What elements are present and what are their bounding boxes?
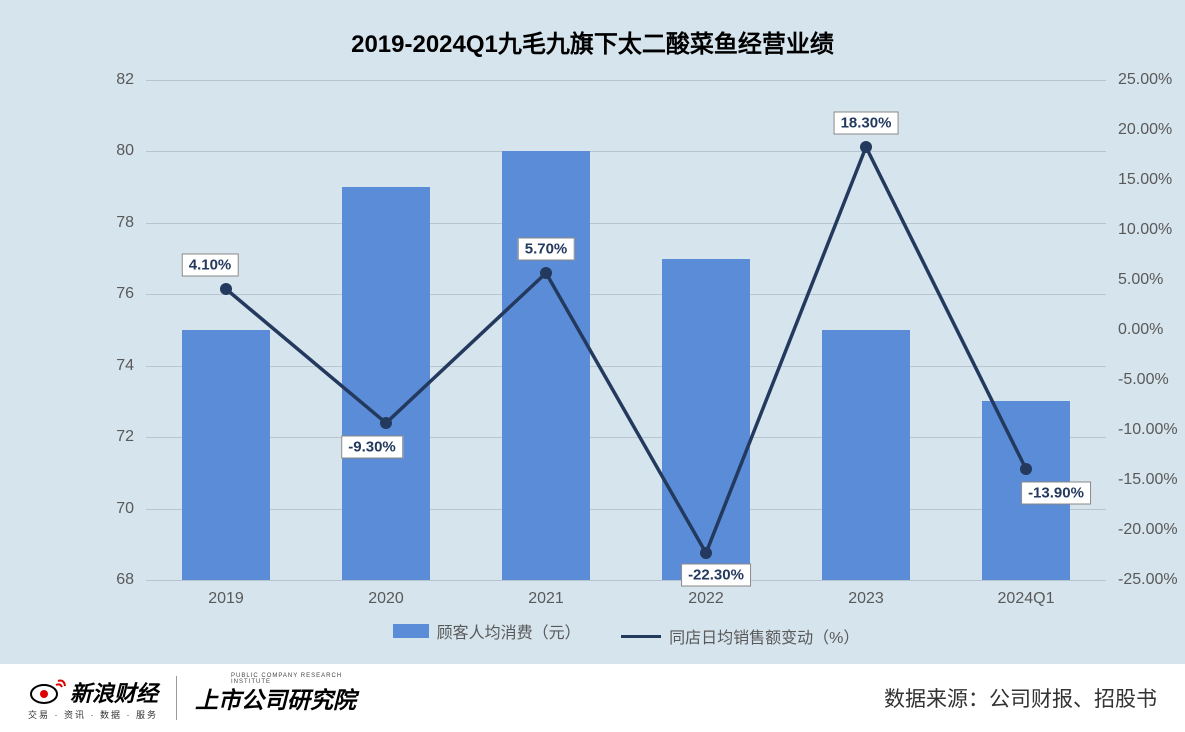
institute-logo: PUBLIC COMPANY RESEARCH INSTITUTE 上市公司研究… [195,681,356,715]
legend-line-swatch [621,635,661,638]
data-source: 数据来源：公司财报、招股书 [884,683,1157,713]
sina-subtext: 交易 · 资讯 · 数据 · 服务 [28,708,158,721]
y-left-tick: 82 [116,71,134,89]
y-left-tick: 74 [116,357,134,375]
y-right-tick: -5.00% [1118,371,1169,389]
trend-line [226,147,1026,553]
sina-logo: 新浪财经 交易 · 资讯 · 数据 · 服务 [28,676,158,721]
chart-area: 6870727476788082-25.00%-20.00%-15.00%-10… [146,80,1106,610]
sina-text: 新浪财经 [70,676,158,708]
y-left-tick: 76 [116,285,134,303]
line-marker [540,267,552,279]
x-tick: 2022 [688,590,724,608]
footer: 新浪财经 交易 · 资讯 · 数据 · 服务 PUBLIC COMPANY RE… [0,664,1185,732]
gridline [146,580,1106,581]
chart-title: 2019-2024Q1九毛九旗下太二酸菜鱼经营业绩 [0,0,1185,59]
line-marker [220,283,232,295]
y-left-tick: 70 [116,500,134,518]
y-right-tick: -10.00% [1118,421,1178,439]
logo-divider [176,676,177,720]
y-left-tick: 68 [116,571,134,589]
y-right-tick: 10.00% [1118,221,1172,239]
legend-bar-label: 顾客人均消费（元） [437,619,581,643]
y-right-tick: -15.00% [1118,471,1178,489]
y-left-tick: 72 [116,428,134,446]
x-tick: 2019 [208,590,244,608]
y-left-tick: 78 [116,214,134,232]
line-marker [380,417,392,429]
x-tick: 2024Q1 [998,590,1055,608]
sina-eye-icon [28,679,66,705]
institute-text: 上市公司研究院 [195,687,356,713]
institute-subtext: PUBLIC COMPANY RESEARCH INSTITUTE [231,673,356,685]
y-left-tick: 80 [116,142,134,160]
x-tick: 2021 [528,590,564,608]
y-right-tick: -25.00% [1118,571,1178,589]
y-right-tick: 0.00% [1118,321,1163,339]
line-layer [146,80,1106,580]
y-right-tick: 25.00% [1118,71,1172,89]
legend-bar-swatch [393,624,429,638]
line-marker [700,547,712,559]
y-right-tick: 15.00% [1118,171,1172,189]
footer-logos: 新浪财经 交易 · 资讯 · 数据 · 服务 PUBLIC COMPANY RE… [28,676,356,721]
legend-bar: 顾客人均消费（元） [393,619,581,643]
legend: 顾客人均消费（元） 同店日均销售额变动（%） [146,619,1106,649]
y-right-tick: 5.00% [1118,271,1163,289]
legend-line-label: 同店日均销售额变动（%） [669,624,859,648]
x-tick: 2020 [368,590,404,608]
y-right-tick: 20.00% [1118,121,1172,139]
y-right-tick: -20.00% [1118,521,1178,539]
x-tick: 2023 [848,590,884,608]
line-marker [1020,463,1032,475]
legend-line: 同店日均销售额变动（%） [621,624,859,648]
line-marker [860,141,872,153]
